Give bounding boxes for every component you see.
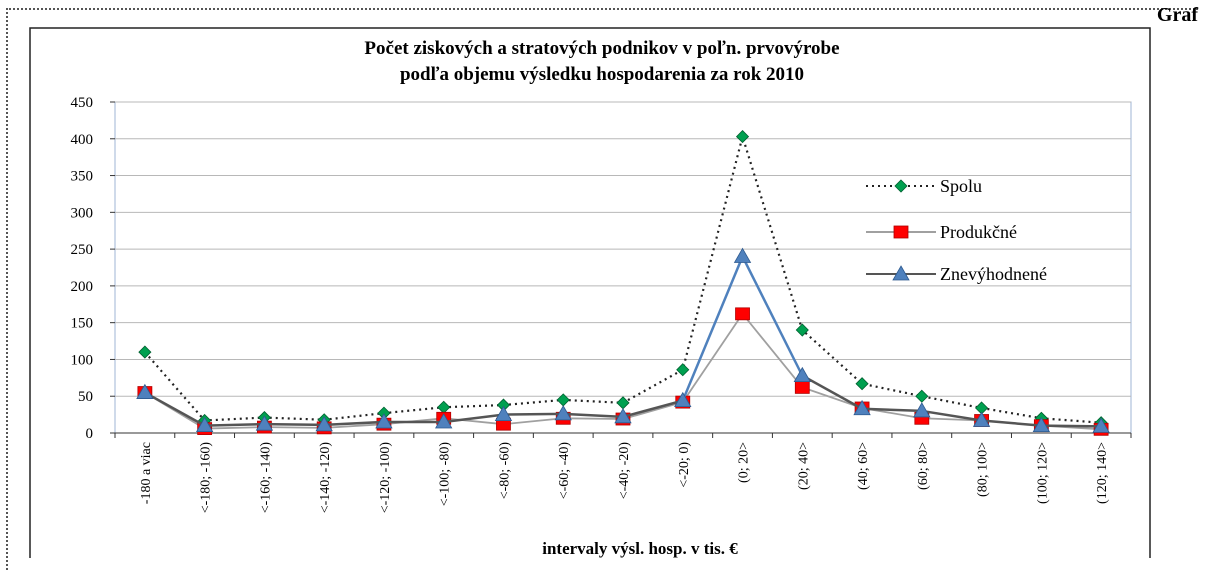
data-point-produkcne: [893, 225, 909, 239]
plot-area: [114, 101, 1132, 434]
data-point-spolu: [735, 130, 750, 144]
y-tick-label: 200: [71, 279, 94, 295]
x-tick-label: (40; 60>: [856, 442, 871, 490]
legend-label: Produkčné: [940, 222, 1017, 242]
x-tick-label: <-40; -20): [617, 442, 632, 500]
data-point-znevyhodnene: [913, 402, 931, 418]
data-point-znevyhodnene: [435, 413, 453, 429]
chart-frame: Graf: [6, 4, 1198, 570]
series-line-segment: [681, 255, 744, 402]
y-tick-label: 400: [71, 132, 94, 148]
y-tick-label: 0: [86, 426, 94, 442]
x-tick-label: <-100; -80): [438, 442, 453, 507]
series-line-segment: [801, 374, 863, 410]
data-point-znevyhodnene: [614, 408, 632, 424]
series-line-segment: [862, 407, 922, 413]
series-line-segment: [443, 413, 504, 424]
corner-label: Graf: [1156, 4, 1198, 26]
x-tick-label: (0; 20>: [737, 442, 752, 483]
data-point-znevyhodnene: [554, 405, 572, 421]
legend-label: Spolu: [940, 176, 982, 196]
chart-title-line-2: podľa objemu výsledku hospodarenia za ro…: [400, 64, 804, 85]
y-tick-label: 250: [71, 242, 94, 258]
data-point-znevyhodnene: [255, 415, 274, 431]
data-point-spolu: [855, 377, 869, 391]
legend-label: Znevýhodnené: [940, 264, 1047, 284]
series-line-segment: [741, 255, 804, 377]
x-tick-label: (20; 40>: [796, 442, 811, 490]
data-point-znevyhodnene: [136, 383, 154, 399]
series-line-segment: [622, 399, 684, 419]
data-point-znevyhodnene: [1092, 417, 1110, 433]
x-tick-label: -180 a viac: [139, 442, 154, 504]
series-line-segment: [1041, 424, 1102, 428]
series-line-segment: [324, 420, 385, 427]
data-point-znevyhodnene: [674, 391, 692, 408]
data-point-znevyhodnene: [733, 247, 752, 263]
data-point-spolu: [795, 323, 809, 337]
series-group: [136, 130, 1110, 436]
data-point-spolu: [894, 179, 908, 193]
data-point-znevyhodnene: [315, 416, 333, 432]
x-tick-label: (100; 120>: [1035, 442, 1050, 504]
data-point-znevyhodnene: [793, 366, 811, 383]
x-tick-label: (60; 80>: [916, 442, 931, 490]
y-tick-label: 100: [71, 352, 94, 368]
data-point-znevyhodnene: [494, 405, 513, 422]
series-line-segment: [981, 419, 1042, 427]
y-tick-label: 350: [71, 169, 94, 185]
y-tick-label: 50: [78, 389, 93, 405]
x-axis-ticks: -180 a viac <-180; -160) <-160; -140) <-140…: [114, 432, 1132, 514]
data-point-znevyhodnene: [972, 411, 991, 427]
gridlines: [115, 101, 1131, 397]
data-point-znevyhodnene: [892, 265, 910, 281]
line-chart: Počet ziskových a stratových podnikov v …: [29, 27, 1151, 558]
series-line-segment: [204, 422, 265, 427]
x-tick-label: <-160; -140): [258, 442, 273, 514]
x-tick-label: <-20; 0): [677, 442, 692, 488]
data-point-spolu: [676, 363, 690, 377]
x-tick-label: <-180; -160): [199, 442, 214, 514]
data-point-znevyhodnene: [195, 416, 214, 433]
data-point-znevyhodnene: [1032, 416, 1051, 433]
y-tick-label: 150: [71, 316, 94, 332]
series-line-segment: [503, 412, 564, 416]
legend: Spolu Produkčné Znevýhodnené: [866, 176, 1047, 284]
series-line-segment: [144, 391, 206, 427]
series-2: [136, 247, 1110, 433]
data-point-znevyhodnene: [375, 413, 393, 429]
y-axis-ticks: 0 50 100 150 200 250 300 350 400 450: [71, 95, 115, 442]
chart-title-line-1: Počet ziskových a stratových podnikov v …: [364, 38, 839, 59]
x-tick-label: <-120; -100): [378, 442, 393, 514]
series-line-segment: [563, 412, 624, 419]
data-point-spolu: [138, 345, 152, 359]
y-tick-label: 300: [71, 205, 94, 221]
data-point-produkcne: [735, 307, 750, 321]
x-axis-label: intervaly výsl. hosp. v tis. €: [542, 539, 738, 558]
data-point-produkcne: [794, 380, 810, 394]
x-tick-label: <-60; -40): [557, 442, 572, 500]
series-line-segment: [264, 422, 325, 427]
x-tick-label: <-140; -120): [318, 442, 333, 514]
y-tick-label: 450: [71, 95, 94, 111]
x-tick-label: (120; 140>: [1095, 442, 1110, 504]
data-point-znevyhodnene: [853, 399, 871, 416]
x-tick-label: <-80; -60): [497, 442, 512, 500]
series-line-segment: [921, 409, 982, 422]
x-tick-label: (80; 100>: [976, 442, 991, 497]
